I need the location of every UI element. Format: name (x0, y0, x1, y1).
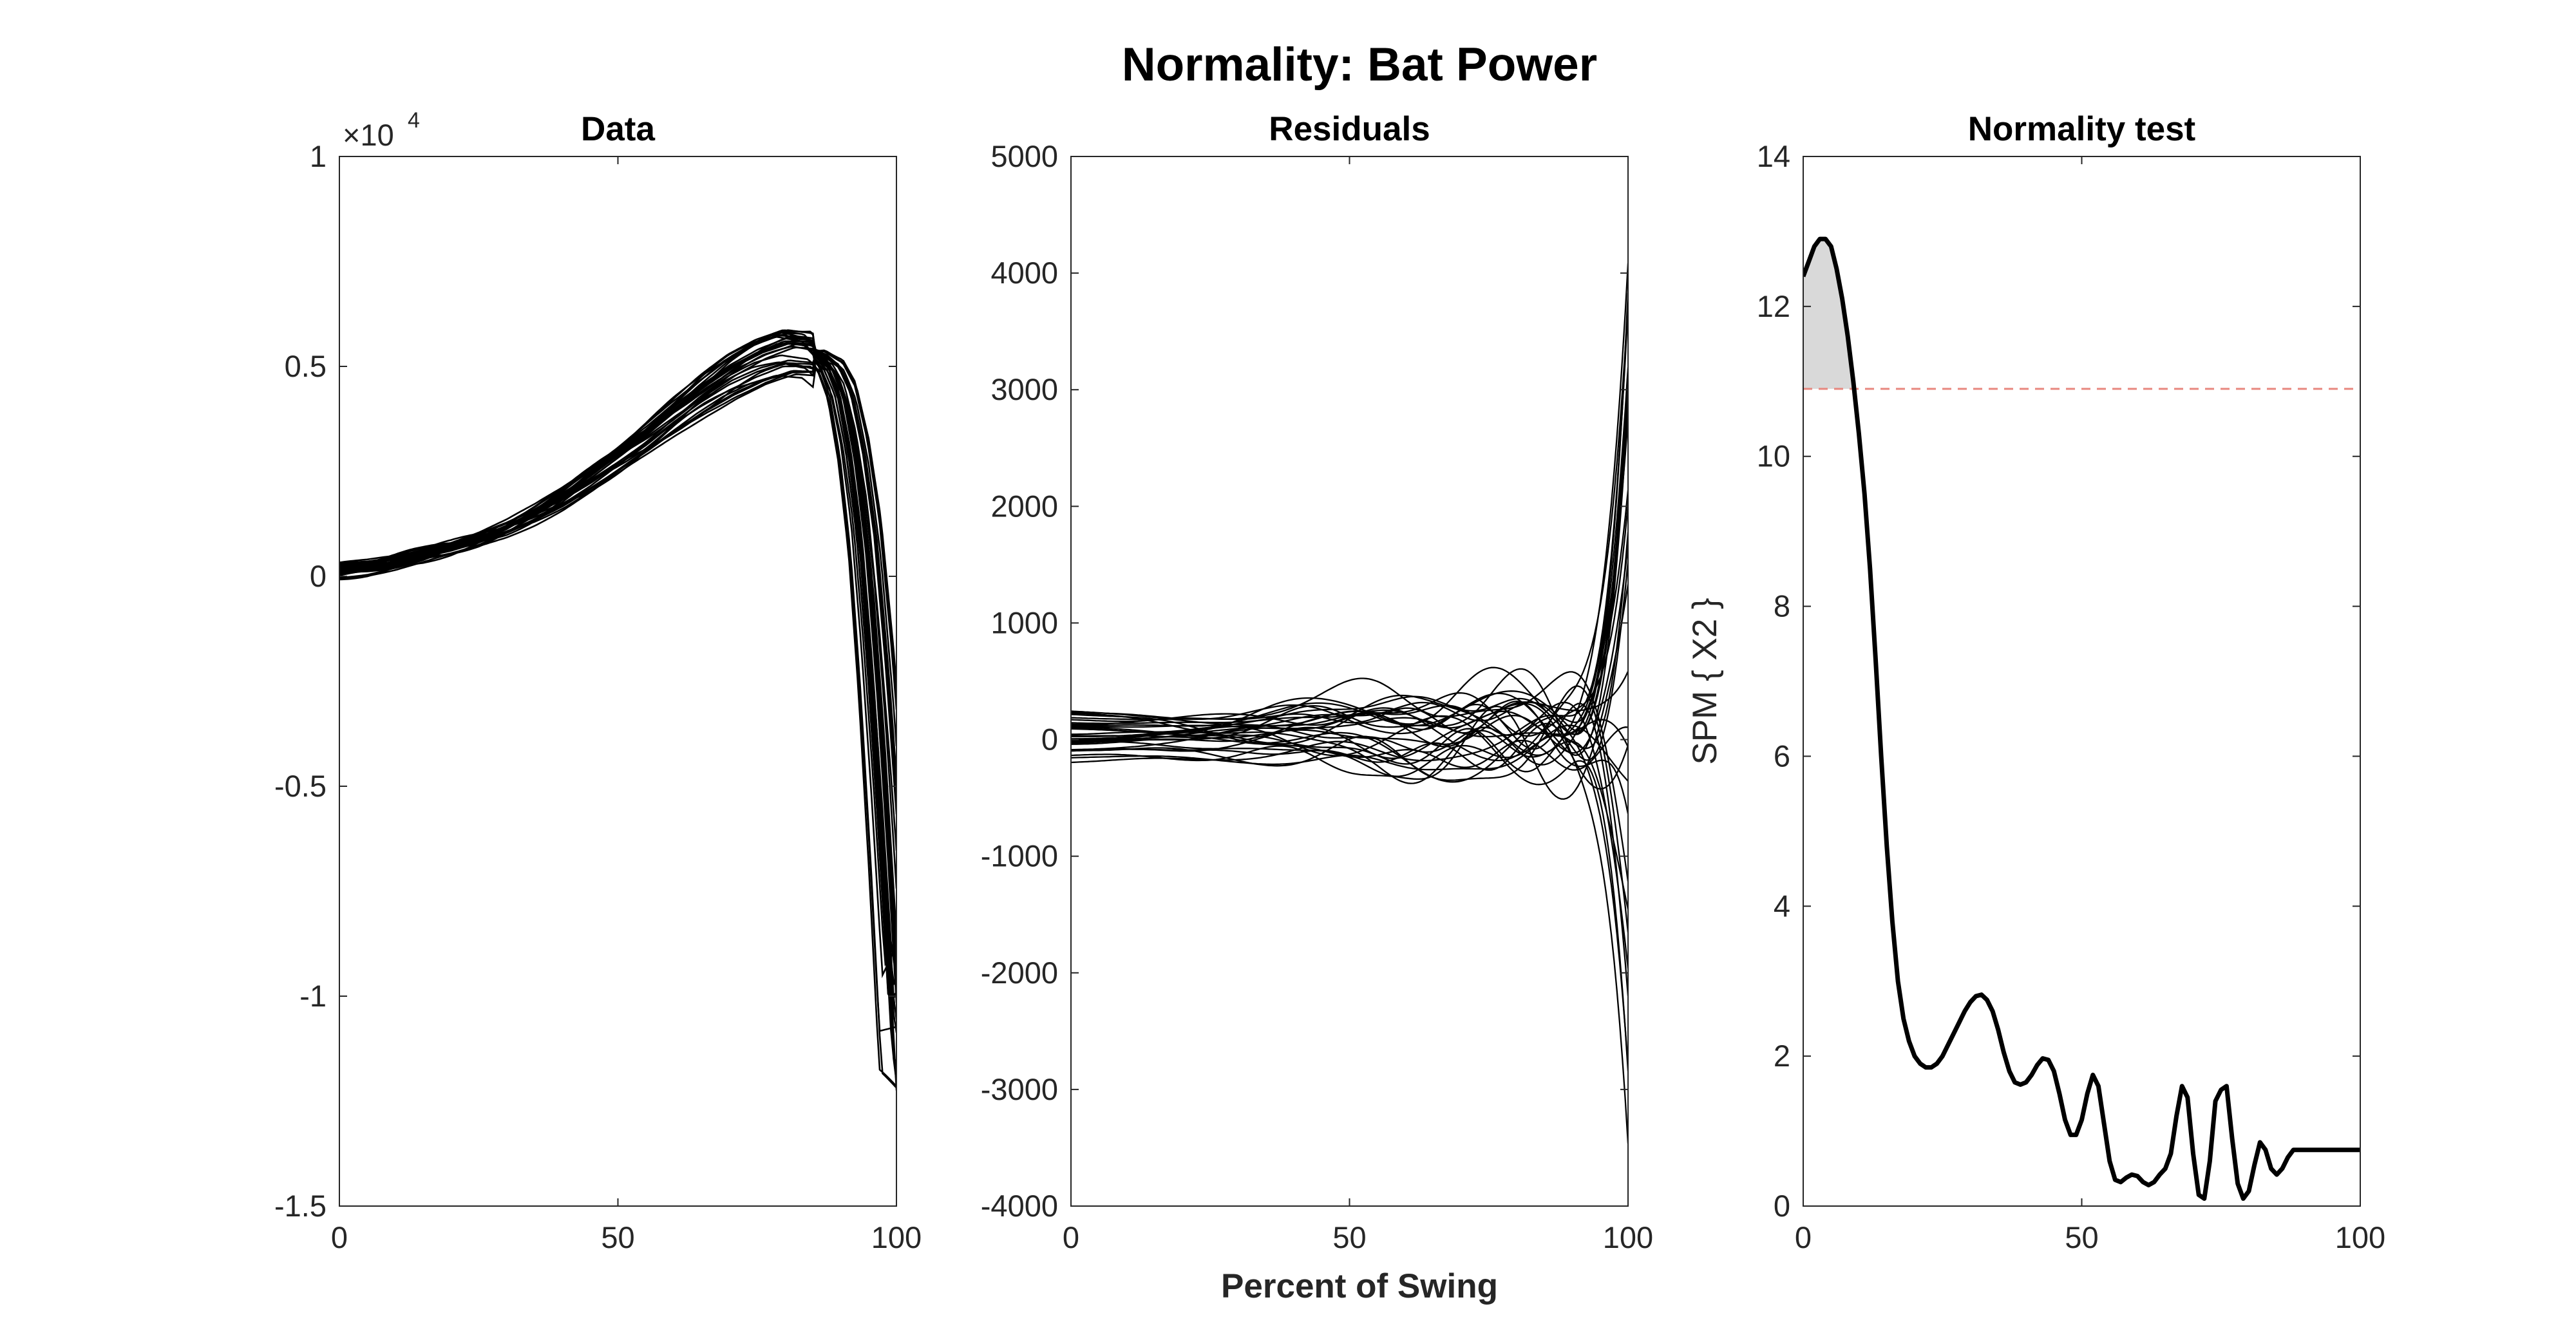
axes-title: Residuals (1269, 110, 1430, 148)
data-curve (339, 334, 896, 994)
data-curve (339, 332, 896, 1089)
data-curve (339, 339, 896, 788)
x-tick-label: 50 (1332, 1220, 1366, 1254)
spm-x2-curve (1803, 236, 2360, 1201)
y-tick-label: 4 (1774, 889, 1790, 923)
x-tick-label: 0 (1795, 1220, 1812, 1254)
data-curve (339, 354, 896, 1000)
y-tick-label: -1 (299, 979, 327, 1013)
data-curve (339, 355, 896, 936)
data-curve (339, 351, 896, 798)
residual-curve (1071, 406, 1628, 756)
panel-data: 0 50 100 -1.5 -1 -0.5 0 0.5 1 Data ×10 4 (274, 108, 922, 1254)
x-tick-label: 100 (2335, 1220, 2385, 1254)
figure-title: Normality: Bat Power (1122, 39, 1597, 91)
axes-title: Data (581, 110, 655, 148)
x-tick-label: 50 (601, 1220, 634, 1254)
data-curve (339, 341, 896, 815)
data-curve (339, 354, 896, 950)
data-curve (339, 337, 896, 1003)
plot-area-data (339, 329, 896, 1091)
y-tick-label: 0.5 (285, 349, 327, 383)
y-tick-label: -0.5 (274, 769, 327, 803)
x-tick-label: 100 (1603, 1220, 1653, 1254)
data-curve (339, 329, 896, 1062)
plot-area-normality (1803, 236, 2360, 1201)
y-tick-label: 4000 (990, 256, 1058, 290)
y-tick-label: -3000 (981, 1072, 1058, 1106)
y-tick-label: 14 (1757, 139, 1790, 173)
y-tick-label: 6 (1774, 739, 1790, 773)
data-curve (339, 350, 896, 686)
residual-curve (1071, 584, 1628, 800)
residual-curve (1071, 685, 1628, 933)
axes-title: Normality test (1968, 110, 2195, 148)
y-tick-label: 1 (310, 139, 327, 173)
y-tick-label: 0 (310, 559, 327, 593)
y-tick-label: 0 (1041, 722, 1058, 757)
residual-curve (1071, 297, 1628, 773)
residual-curve (1071, 419, 1628, 738)
data-curve (339, 329, 896, 981)
data-curve (339, 334, 896, 964)
axes-box (1803, 156, 2361, 1207)
data-curve (339, 352, 896, 778)
residual-curve (1071, 367, 1628, 740)
data-curve (339, 330, 896, 985)
data-curve (339, 351, 896, 851)
y-tick-label: 2 (1774, 1039, 1790, 1073)
data-curve (339, 346, 896, 710)
residual-curve (1071, 726, 1628, 771)
y-tick-label: -1000 (981, 839, 1058, 873)
y-tick-label: 5000 (990, 139, 1058, 173)
y-tick-label: 0 (1774, 1189, 1790, 1223)
figure-xlabel: Percent of Swing (1221, 1267, 1498, 1305)
data-curve (339, 343, 896, 746)
residual-curve (1071, 263, 1628, 756)
x-tick-label: 0 (331, 1220, 348, 1254)
plot-area-residuals (1071, 263, 1628, 1144)
y-tick-label: 2000 (990, 489, 1058, 523)
y-tick-label: 10 (1757, 439, 1790, 473)
axes-box (1070, 156, 1629, 1207)
y-tick-label: 8 (1774, 589, 1790, 623)
y-tick-label: -4000 (981, 1189, 1058, 1223)
residual-curve (1071, 701, 1628, 1068)
y-axis-label: SPM { X2 } (1686, 598, 1724, 764)
panel-residuals: 0 50 100 -4000 -3000 -2000 -1000 0 1000 2000 3000 4… (981, 110, 1653, 1254)
x-tick-label: 100 (871, 1220, 922, 1254)
x-tick-label: 50 (2065, 1220, 2098, 1254)
suprathreshold-cluster (1803, 239, 1855, 389)
y-tick-label: 1000 (990, 605, 1058, 639)
data-curve (339, 349, 896, 695)
y-exponent-label: ×10 (343, 118, 394, 152)
data-curve (339, 345, 896, 889)
y-tick-label: 3000 (990, 372, 1058, 406)
residual-curve (1071, 391, 1628, 732)
residual-curve (1071, 668, 1628, 1144)
residual-curve (1071, 703, 1628, 790)
y-tick-label: -2000 (981, 956, 1058, 990)
data-curve (339, 335, 896, 964)
panel-normality: 0 50 100 0 2 4 6 8 10 12 14 Normality test SPM { X2 … (1686, 110, 2385, 1254)
y-exponent-power: 4 (408, 108, 420, 133)
y-tick-label: 12 (1757, 289, 1790, 323)
axes-box (339, 156, 897, 1207)
x-tick-label: 0 (1063, 1220, 1079, 1254)
residual-curve (1071, 715, 1628, 1071)
residual-curve (1071, 671, 1628, 882)
data-curve (339, 343, 896, 979)
y-tick-label: -1.5 (274, 1189, 327, 1223)
